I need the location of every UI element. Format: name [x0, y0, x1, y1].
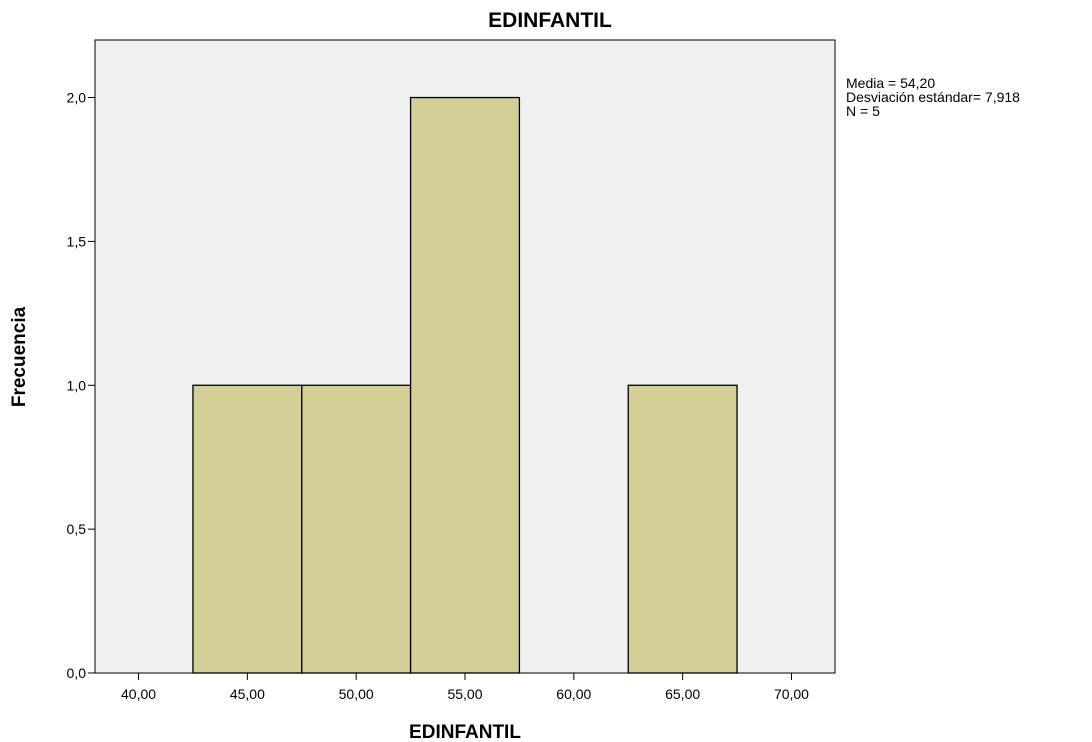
histogram-bar	[301, 384, 412, 674]
y-axis: 0,0 0,5 1,0 1,5 2,0	[67, 90, 95, 681]
statistics-box: Media = 54,20 Desviación estándar= 7,918…	[846, 76, 1020, 118]
x-tick-label: 70,00	[774, 686, 809, 702]
histogram-bar	[409, 96, 521, 674]
y-tick-label: 1,0	[67, 377, 87, 393]
x-tick-label: 40,00	[121, 686, 156, 702]
chart-title: EDINFANTIL	[488, 9, 612, 32]
stat-n: N = 5	[846, 103, 880, 119]
x-axis: 40,00 45,00 50,00 55,00 60,00 65,00 70,00	[121, 673, 809, 702]
y-tick-label: 2,0	[67, 90, 87, 106]
stat-std-dev: Desviación estándar= 7,918	[846, 89, 1020, 105]
stat-mean: Media = 54,20	[846, 75, 936, 91]
y-axis-title: Frecuencia	[9, 306, 30, 407]
y-tick-label: 0,5	[67, 521, 87, 537]
x-tick-label: 60,00	[556, 686, 591, 702]
x-tick-label: 65,00	[665, 686, 700, 702]
histogram-bar	[192, 384, 303, 674]
bars-group	[192, 96, 738, 674]
x-tick-label: 50,00	[339, 686, 374, 702]
y-tick-label: 0,0	[67, 665, 87, 681]
histogram-bar	[627, 384, 738, 674]
y-tick-label: 1,5	[67, 233, 87, 249]
x-tick-label: 55,00	[447, 686, 482, 702]
x-tick-label: 45,00	[230, 686, 265, 702]
x-axis-title: EDINFANTIL	[409, 722, 521, 742]
